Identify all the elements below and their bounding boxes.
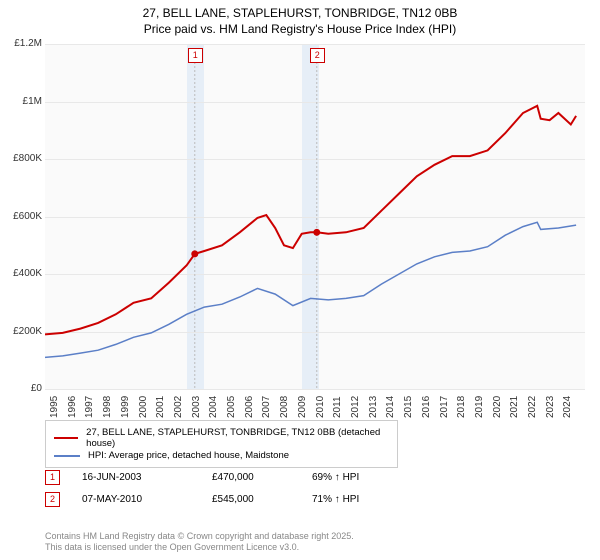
x-axis-tick-label: 2017 <box>439 396 450 418</box>
sale-marker-flag: 1 <box>188 48 203 63</box>
x-axis-tick-label: 2016 <box>421 396 432 418</box>
footer-line-1: Contains HM Land Registry data © Crown c… <box>45 531 354 541</box>
legend-swatch <box>54 437 78 439</box>
x-axis-tick-label: 2015 <box>403 396 414 418</box>
line-chart <box>45 44 585 389</box>
sale-record-row: 1 16-JUN-2003£470,00069% ↑ HPI <box>45 470 359 485</box>
series-price_paid <box>45 106 576 335</box>
sale-marker-dot <box>313 229 320 236</box>
gridline <box>45 389 585 390</box>
x-axis-tick-label: 2023 <box>545 396 556 418</box>
sale-record-row: 2 07-MAY-2010£545,00071% ↑ HPI <box>45 492 359 507</box>
title-line-1: 27, BELL LANE, STAPLEHURST, TONBRIDGE, T… <box>143 6 458 20</box>
x-axis-tick-label: 1998 <box>102 396 113 418</box>
sale-date: 16-JUN-2003 <box>82 472 212 483</box>
sale-marker-dot <box>191 250 198 257</box>
x-axis-tick-label: 2007 <box>261 396 272 418</box>
legend-item: HPI: Average price, detached house, Maid… <box>54 450 389 461</box>
x-axis-tick-label: 2003 <box>191 396 202 418</box>
x-axis-tick-label: 2021 <box>509 396 520 418</box>
x-axis-tick-label: 2006 <box>244 396 255 418</box>
x-axis-tick-label: 2011 <box>332 396 343 418</box>
series-hpi <box>45 222 576 357</box>
x-axis-tick-label: 2022 <box>527 396 538 418</box>
sale-marker-flag: 2 <box>45 492 60 507</box>
sale-price: £470,000 <box>212 472 312 483</box>
x-axis-tick-label: 1995 <box>49 396 60 418</box>
chart-container: { "title_line1": "27, BELL LANE, STAPLEH… <box>0 0 600 560</box>
x-axis-tick-label: 1996 <box>67 396 78 418</box>
x-axis-tick-label: 2012 <box>350 396 361 418</box>
x-axis-tick-label: 2010 <box>315 396 326 418</box>
legend-label: 27, BELL LANE, STAPLEHURST, TONBRIDGE, T… <box>86 427 389 449</box>
y-axis-tick-label: £0 <box>2 383 42 394</box>
x-axis-tick-label: 2004 <box>208 396 219 418</box>
footer-line-2: This data is licensed under the Open Gov… <box>45 542 299 552</box>
x-axis-tick-label: 2000 <box>138 396 149 418</box>
x-axis-tick-label: 2014 <box>385 396 396 418</box>
x-axis-tick-label: 2008 <box>279 396 290 418</box>
x-axis-tick-label: 1999 <box>120 396 131 418</box>
sale-delta: 71% ↑ HPI <box>312 494 359 505</box>
y-axis-tick-label: £1.2M <box>2 38 42 49</box>
x-axis-tick-label: 2013 <box>368 396 379 418</box>
y-axis-tick-label: £600K <box>2 211 42 222</box>
footer-attribution: Contains HM Land Registry data © Crown c… <box>45 531 354 554</box>
sale-date: 07-MAY-2010 <box>82 494 212 505</box>
legend-item: 27, BELL LANE, STAPLEHURST, TONBRIDGE, T… <box>54 427 389 449</box>
sale-marker-flag: 1 <box>45 470 60 485</box>
legend: 27, BELL LANE, STAPLEHURST, TONBRIDGE, T… <box>45 420 398 468</box>
x-axis-tick-label: 2020 <box>492 396 503 418</box>
x-axis-tick-label: 2001 <box>155 396 166 418</box>
legend-swatch <box>54 455 80 457</box>
x-axis-tick-label: 2024 <box>562 396 573 418</box>
chart-title: 27, BELL LANE, STAPLEHURST, TONBRIDGE, T… <box>0 0 600 37</box>
x-axis-tick-label: 2018 <box>456 396 467 418</box>
legend-label: HPI: Average price, detached house, Maid… <box>88 450 289 461</box>
x-axis-tick-label: 2002 <box>173 396 184 418</box>
y-axis-tick-label: £400K <box>2 268 42 279</box>
sale-price: £545,000 <box>212 494 312 505</box>
plot-area: 12 <box>45 44 585 389</box>
x-axis-tick-label: 2019 <box>474 396 485 418</box>
y-axis-tick-label: £200K <box>2 326 42 337</box>
x-axis-tick-label: 2009 <box>297 396 308 418</box>
sale-marker-flag: 2 <box>310 48 325 63</box>
y-axis-tick-label: £800K <box>2 153 42 164</box>
title-line-2: Price paid vs. HM Land Registry's House … <box>144 22 456 36</box>
y-axis-tick-label: £1M <box>2 96 42 107</box>
sale-delta: 69% ↑ HPI <box>312 472 359 483</box>
x-axis-tick-label: 1997 <box>84 396 95 418</box>
x-axis-tick-label: 2005 <box>226 396 237 418</box>
